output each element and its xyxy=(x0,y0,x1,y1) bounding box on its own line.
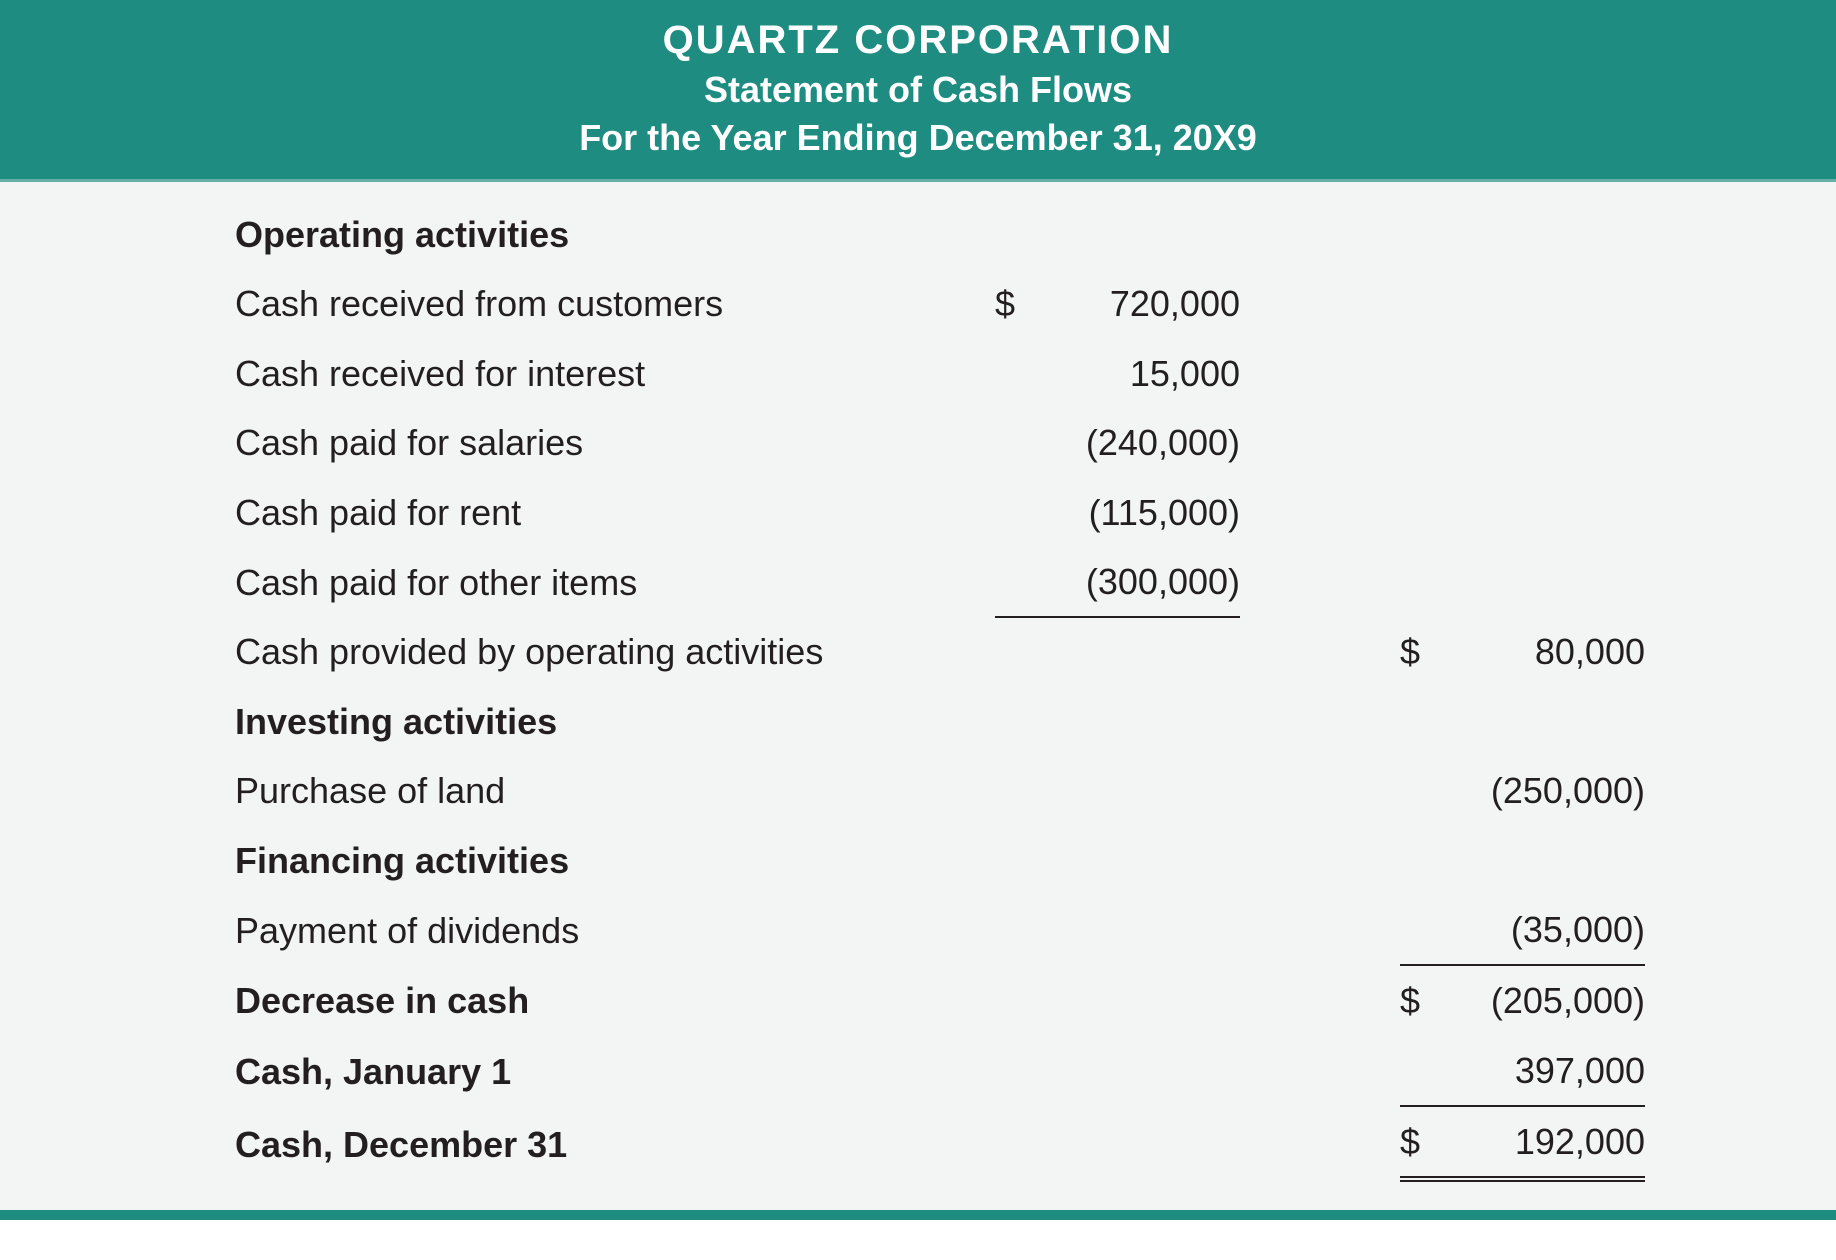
line-value: (240,000) xyxy=(1055,408,1240,477)
currency-symbol xyxy=(1400,1036,1460,1106)
currency-symbol xyxy=(1400,895,1460,965)
line-label: Cash received for interest xyxy=(235,339,995,408)
line-value: (115,000) xyxy=(1055,478,1240,547)
total-value: (205,000) xyxy=(1460,965,1645,1035)
line-value: (35,000) xyxy=(1460,895,1645,965)
line-item: Cash paid for salaries (240,000) xyxy=(0,408,1836,477)
total-change: Decrease in cash $ (205,000) xyxy=(0,965,1836,1035)
total-label: Cash, December 31 xyxy=(235,1106,995,1179)
line-item: Cash paid for other items (300,000) xyxy=(0,547,1836,617)
total-label: Cash, January 1 xyxy=(235,1036,995,1106)
heading-label: Investing activities xyxy=(235,687,995,756)
currency-symbol xyxy=(995,547,1055,617)
statement-body: Operating activities Cash received from … xyxy=(0,182,1836,1220)
currency-symbol xyxy=(995,408,1055,477)
line-value: 15,000 xyxy=(1055,339,1240,408)
line-value: (300,000) xyxy=(1055,547,1240,617)
currency-symbol xyxy=(995,339,1055,408)
currency-symbol xyxy=(1400,756,1460,825)
line-value: (250,000) xyxy=(1460,756,1645,825)
line-label: Purchase of land xyxy=(235,756,995,825)
section-heading-operating: Operating activities xyxy=(0,200,1836,269)
currency-symbol: $ xyxy=(1400,1106,1460,1179)
company-name: QUARTZ CORPORATION xyxy=(0,18,1836,63)
line-item: Payment of dividends (35,000) xyxy=(0,895,1836,965)
line-item: Cash received from customers $ 720,000 xyxy=(0,269,1836,338)
line-item: Cash paid for rent (115,000) xyxy=(0,478,1836,547)
line-value: 720,000 xyxy=(1055,269,1240,338)
line-label: Cash received from customers xyxy=(235,269,995,338)
heading-label: Financing activities xyxy=(235,826,995,895)
statement-header: QUARTZ CORPORATION Statement of Cash Flo… xyxy=(0,0,1836,182)
currency-symbol: $ xyxy=(995,269,1055,338)
statement-period: For the Year Ending December 31, 20X9 xyxy=(0,117,1836,159)
currency-symbol xyxy=(995,478,1055,547)
section-heading-investing: Investing activities xyxy=(0,687,1836,756)
subtotal-operating: Cash provided by operating activities $ … xyxy=(0,617,1836,686)
line-item: Purchase of land (250,000) xyxy=(0,756,1836,825)
total-end: Cash, December 31 $ 192,000 xyxy=(0,1106,1836,1179)
subtotal-label: Cash provided by operating activities xyxy=(235,617,995,686)
cash-flow-statement: QUARTZ CORPORATION Statement of Cash Flo… xyxy=(0,0,1836,1220)
cash-flow-table: Operating activities Cash received from … xyxy=(0,200,1836,1210)
currency-symbol: $ xyxy=(1400,617,1460,686)
section-heading-financing: Financing activities xyxy=(0,826,1836,895)
line-label: Cash paid for salaries xyxy=(235,408,995,477)
line-label: Payment of dividends xyxy=(235,895,995,965)
currency-symbol: $ xyxy=(1400,965,1460,1035)
heading-label: Operating activities xyxy=(235,200,995,269)
total-label: Decrease in cash xyxy=(235,965,995,1035)
total-begin: Cash, January 1 397,000 xyxy=(0,1036,1836,1106)
subtotal-value: 80,000 xyxy=(1460,617,1645,686)
total-value: 192,000 xyxy=(1460,1106,1645,1179)
total-value: 397,000 xyxy=(1460,1036,1645,1106)
line-item: Cash received for interest 15,000 xyxy=(0,339,1836,408)
line-label: Cash paid for rent xyxy=(235,478,995,547)
statement-title: Statement of Cash Flows xyxy=(0,69,1836,111)
line-label: Cash paid for other items xyxy=(235,547,995,617)
